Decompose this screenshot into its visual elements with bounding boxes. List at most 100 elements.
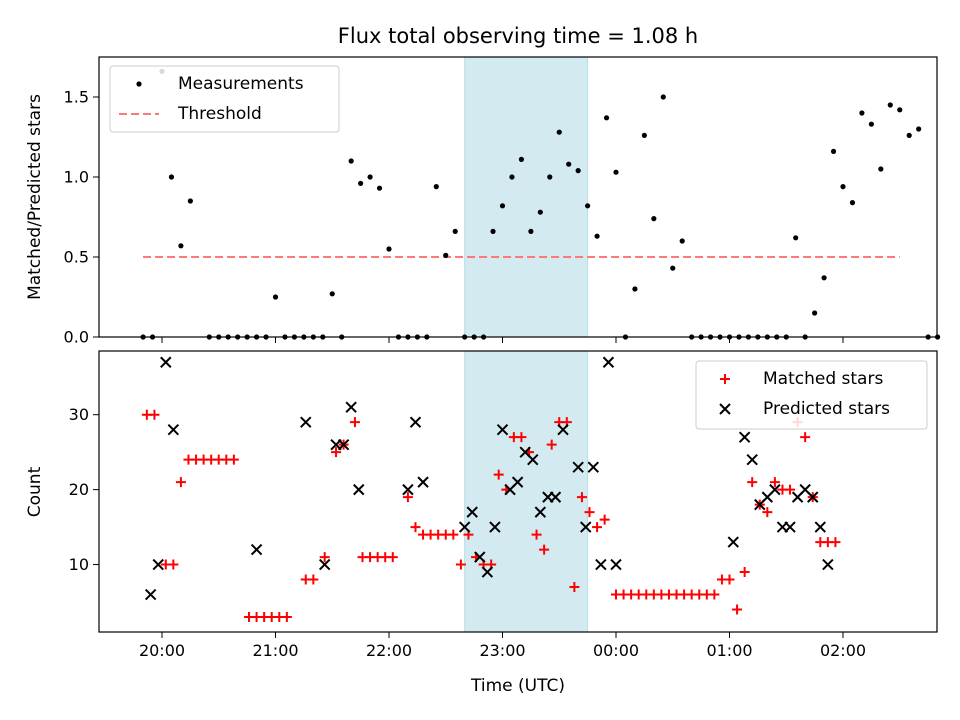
data-point — [516, 432, 527, 443]
data-point — [308, 574, 319, 585]
data-point — [762, 507, 773, 518]
data-point — [149, 409, 160, 420]
legend-label-predicted: Predicted stars — [763, 399, 890, 419]
data-point — [812, 310, 818, 316]
data-point — [528, 228, 534, 234]
data-point — [272, 294, 279, 300]
data-point — [152, 558, 164, 571]
data-point — [409, 416, 422, 428]
x-tick-label: 22:00 — [366, 641, 412, 660]
data-point — [358, 180, 364, 186]
data-point — [878, 166, 884, 172]
data-point — [250, 543, 263, 556]
series-predicted-stars — [144, 356, 834, 601]
data-point — [732, 604, 743, 615]
data-point — [353, 483, 365, 496]
data-point — [632, 286, 638, 292]
legend-label-matched: Matched stars — [763, 369, 883, 389]
data-point — [348, 158, 354, 164]
data-point — [455, 559, 466, 570]
chart-title: Flux total observing time = 1.08 h — [338, 24, 698, 48]
data-point — [599, 514, 610, 525]
data-point — [402, 492, 413, 503]
y-tick-label: 0.0 — [64, 328, 89, 347]
data-point — [785, 484, 796, 495]
data-point — [747, 477, 758, 488]
data-point — [580, 521, 592, 533]
legend-marker-measurements — [136, 81, 142, 87]
data-point — [448, 529, 459, 540]
y-tick-label: 10 — [69, 555, 89, 574]
legend-box — [695, 360, 928, 430]
y-tick-label: 1.5 — [64, 88, 89, 107]
data-point — [916, 126, 922, 132]
data-point — [537, 209, 543, 215]
data-point — [557, 423, 569, 436]
data-point — [474, 551, 486, 563]
data-point — [800, 432, 811, 443]
data-point — [534, 506, 547, 518]
data-point — [670, 265, 676, 271]
data-point — [592, 522, 603, 533]
data-point — [595, 558, 607, 571]
data-point — [167, 423, 180, 436]
data-point — [585, 203, 591, 209]
data-point — [641, 132, 647, 138]
y-tick-label: 30 — [69, 405, 89, 424]
data-point — [849, 200, 856, 206]
legend-top: Measurements Threshold — [109, 65, 340, 133]
data-point — [496, 423, 509, 436]
data-point — [144, 588, 157, 601]
data-point — [518, 156, 525, 162]
bottom-y-axis-label: Count — [25, 466, 45, 517]
data-point — [345, 401, 357, 413]
data-point — [546, 439, 557, 450]
data-point — [602, 356, 615, 368]
axes-frame — [98, 56, 938, 338]
data-point — [830, 537, 841, 548]
data-point — [417, 476, 429, 488]
data-point — [329, 291, 335, 297]
data-point — [727, 536, 739, 548]
y-tick-label: 0.5 — [64, 248, 89, 267]
data-point — [531, 529, 542, 540]
data-point — [584, 507, 595, 518]
data-point — [539, 544, 550, 555]
legend-bottom: Matched stars Predicted stars — [695, 360, 928, 430]
x-tick-label: 02:00 — [820, 641, 866, 660]
legend-label-threshold: Threshold — [177, 104, 262, 124]
data-point — [319, 552, 330, 563]
data-point — [746, 453, 758, 466]
data-point — [175, 477, 186, 488]
data-point — [594, 233, 600, 239]
data-point — [576, 492, 587, 503]
data-point — [281, 612, 292, 623]
data-point — [603, 115, 610, 121]
data-point — [566, 161, 572, 167]
data-point — [830, 148, 837, 154]
data-point — [738, 431, 751, 443]
data-point — [511, 476, 524, 488]
data-point — [769, 483, 781, 496]
data-point — [178, 243, 184, 249]
data-point — [300, 416, 312, 428]
data-point — [387, 552, 398, 563]
series-matched-stars — [141, 409, 841, 623]
data-point — [337, 438, 350, 451]
data-point — [868, 121, 874, 127]
data-point — [840, 184, 846, 190]
shaded-span — [464, 56, 589, 338]
data-point — [452, 228, 458, 234]
data-point — [349, 417, 360, 428]
data-point — [509, 174, 515, 180]
data-point — [443, 252, 449, 258]
top-panel: 0.0 0.5 1.0 1.5 Measurements Threshold — [64, 56, 941, 347]
data-point — [572, 461, 584, 473]
data-point — [821, 275, 827, 281]
data-point — [822, 558, 834, 571]
data-point — [897, 107, 903, 113]
data-point — [489, 521, 501, 533]
data-point — [367, 174, 373, 180]
data-point — [160, 356, 172, 368]
